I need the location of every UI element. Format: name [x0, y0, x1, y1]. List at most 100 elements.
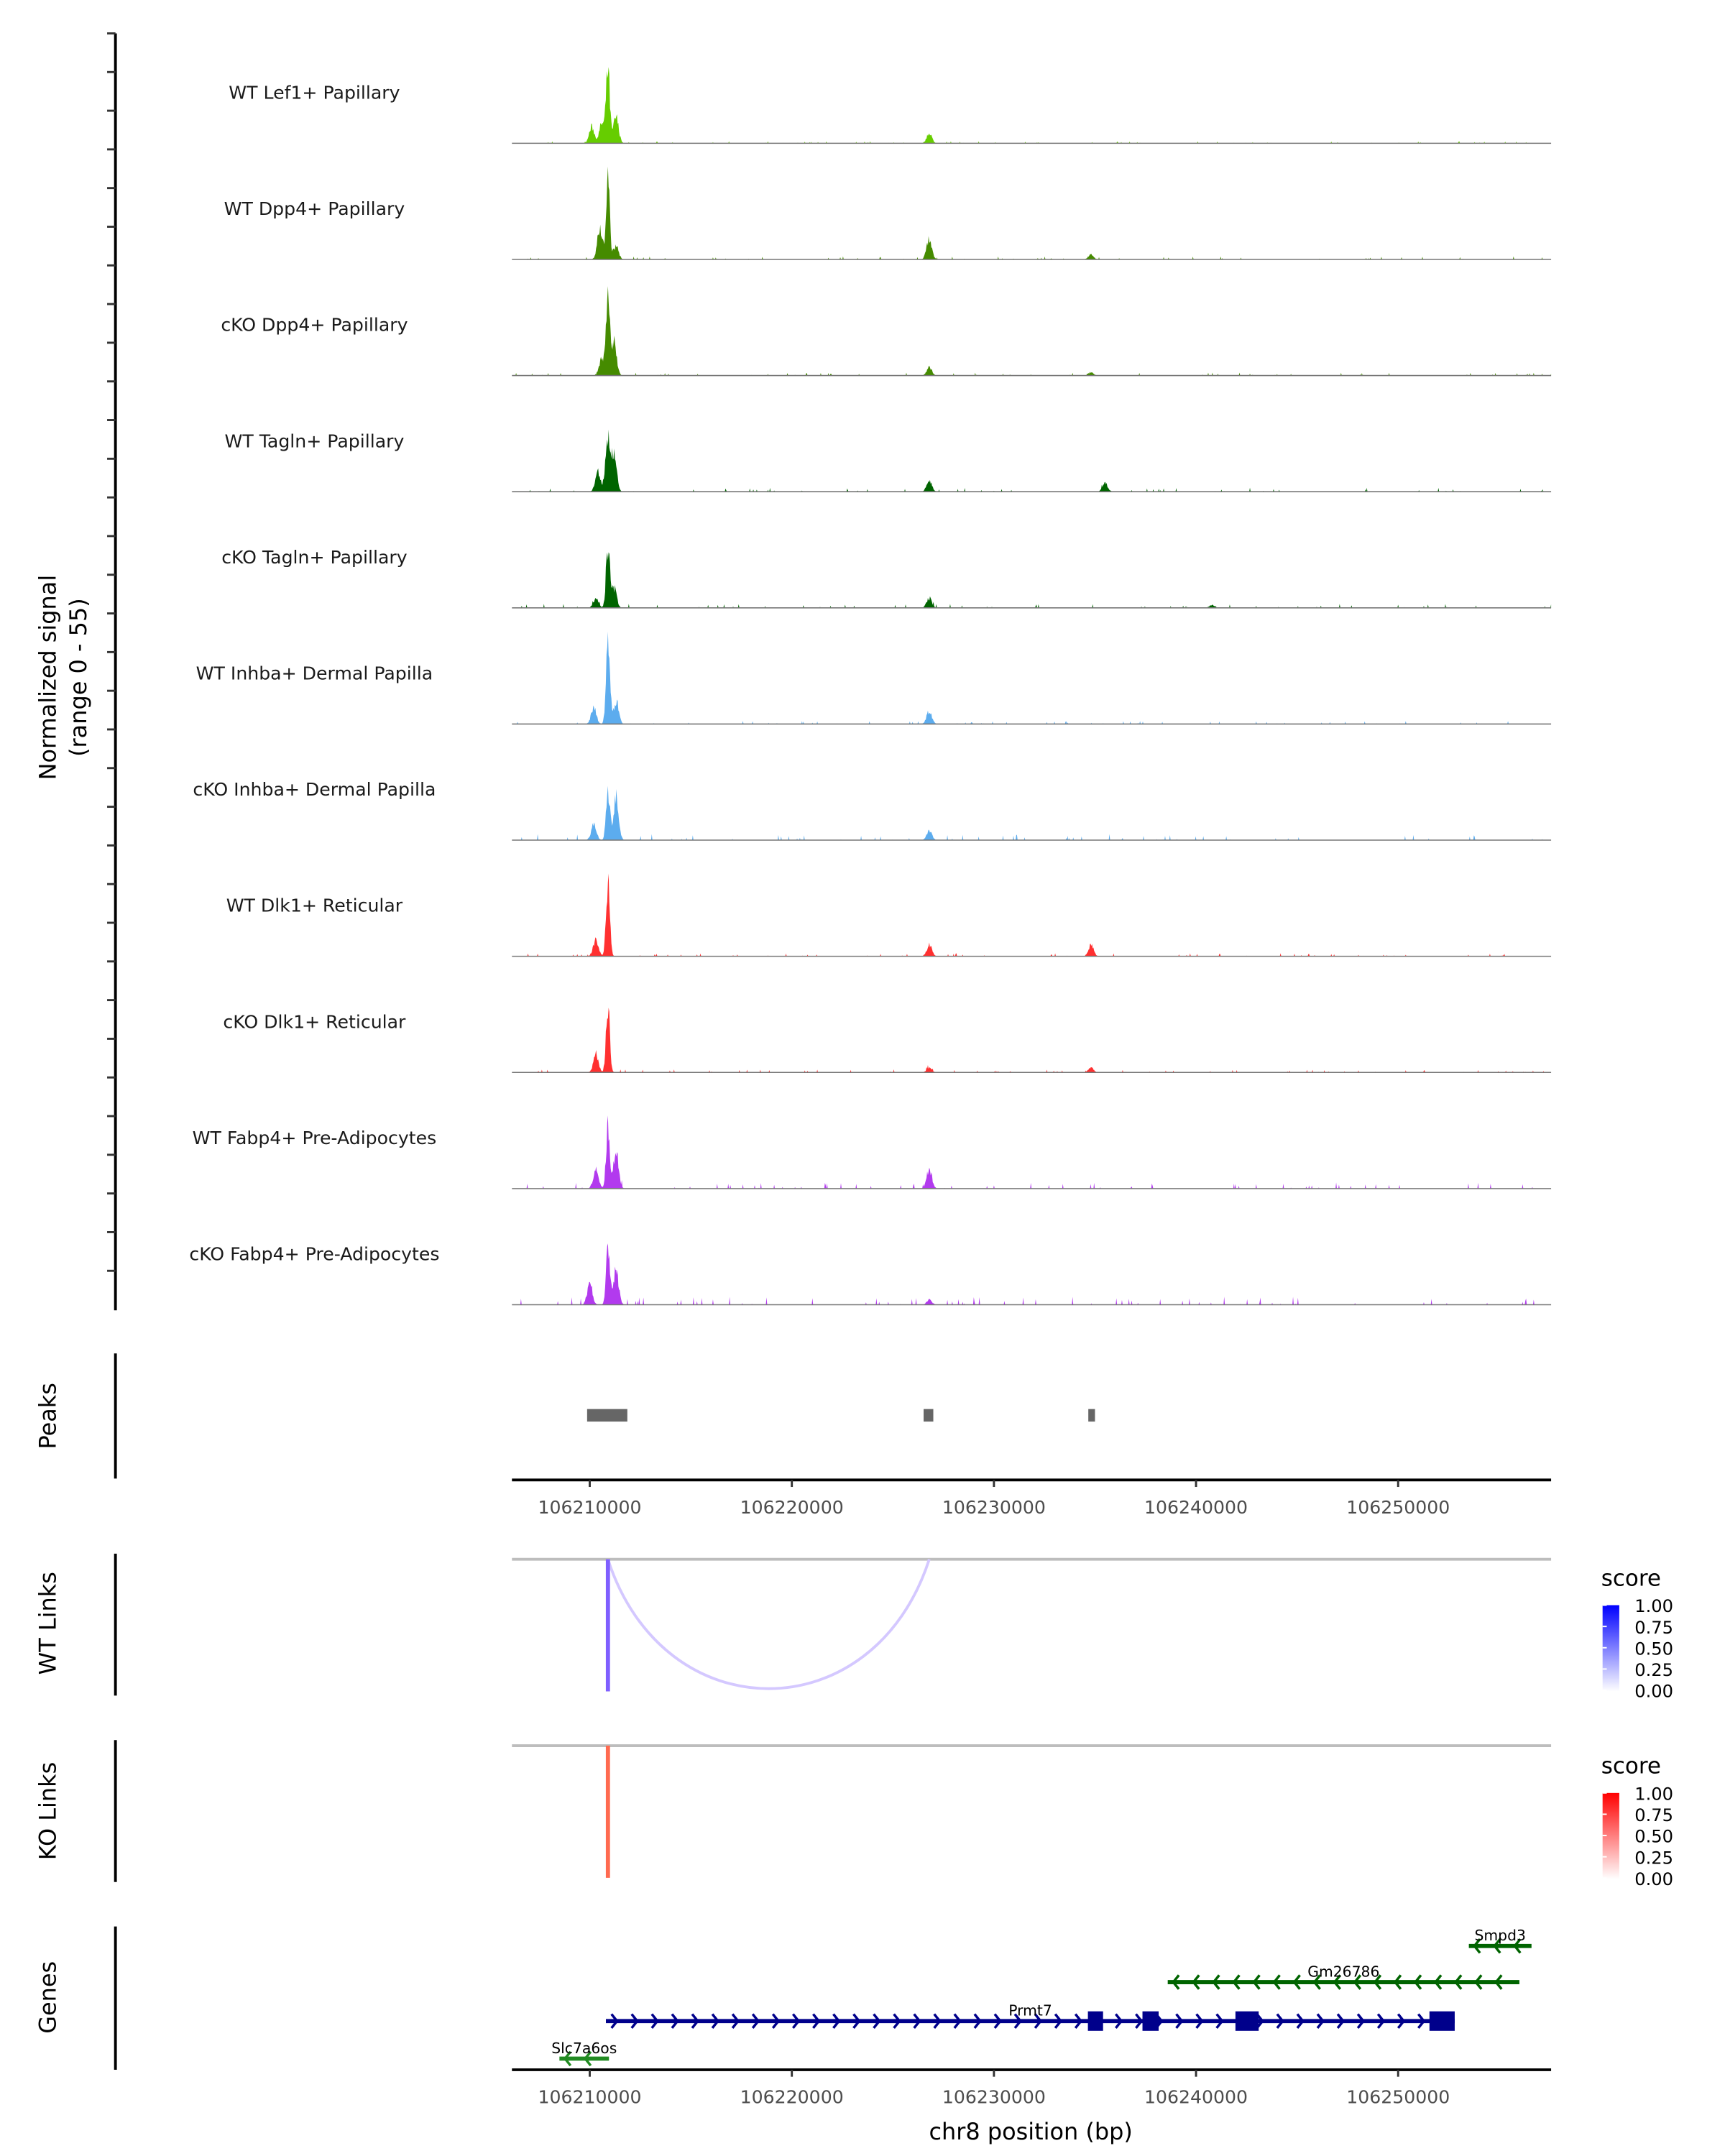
track-5: WT Inhba+ Dermal Papilla: [196, 631, 1552, 725]
legend-tick-label: 0.00: [1634, 1869, 1673, 1889]
strand-arrow-icon: [610, 2013, 619, 2030]
strand-arrow-icon: [1312, 1974, 1321, 1990]
strand-arrow-icon: [1212, 1974, 1220, 1990]
x-axis-ticks-upper: 106210000 106220000 106230000 106240000 1062…: [538, 1480, 1450, 1518]
legend-tick-label: 0.75: [1634, 1805, 1673, 1825]
strand-arrow-icon: [1272, 1974, 1281, 1990]
track-label: cKO Dlk1+ Reticular: [223, 1011, 406, 1032]
track-4: cKO Tagln+ Papillary: [221, 547, 1552, 609]
x-tick-label-lower: 106240000: [1144, 2086, 1248, 2107]
legend-tick-label: 1.00: [1634, 1596, 1673, 1616]
track-3: WT Tagln+ Papillary: [224, 429, 1552, 492]
legend-tick-label: 0.50: [1634, 1827, 1673, 1847]
strand-arrow-icon: [1336, 2013, 1346, 2030]
signal-area: [512, 429, 1552, 492]
strand-arrow-icon: [1393, 1974, 1402, 1990]
strand-arrow-icon: [1417, 2013, 1426, 2030]
gene-slc7a6os: Slc7a6os: [551, 2040, 617, 2067]
strand-arrow-icon: [1195, 2013, 1204, 2030]
strand-arrow-icon: [630, 2013, 639, 2030]
track-1: WT Dpp4+ Papillary: [224, 166, 1552, 260]
track-10: cKO Fabp4+ Pre-Adipocytes: [189, 1243, 1552, 1306]
signal-area: [512, 552, 1552, 608]
gene-exon: [1142, 2011, 1159, 2031]
legend-tick-label: 0.00: [1634, 1682, 1673, 1702]
track-0: WT Lef1+ Papillary: [229, 67, 1552, 144]
strand-arrow-icon: [1494, 1974, 1503, 1990]
track-label: WT Tagln+ Papillary: [224, 430, 404, 451]
x-tick-label-upper: 106230000: [942, 1497, 1046, 1518]
strand-arrow-icon: [1175, 2013, 1184, 2030]
peak-region: [924, 1409, 934, 1422]
signal-area: [512, 1243, 1552, 1305]
x-axis-title: chr8 position (bp): [929, 2118, 1132, 2145]
legend-tick-label: 1.00: [1634, 1784, 1673, 1805]
strand-arrow-icon: [1434, 1974, 1443, 1990]
score-legends: score1.000.750.500.250.00score1.000.750.…: [1601, 1565, 1673, 1889]
strand-arrow-icon: [852, 2013, 861, 2030]
gene-label: Prmt7: [1008, 2002, 1052, 2019]
signal-area: [512, 166, 1552, 259]
strand-arrow-icon: [711, 2013, 720, 2030]
gene-prmt7: Prmt7: [606, 2002, 1455, 2031]
y-axis-title-line1: Normalized signal: [34, 575, 61, 780]
strand-arrow-icon: [973, 2013, 982, 2030]
legend-1: score 1.000.750.500.250.00: [1601, 1754, 1673, 1889]
gene-exon: [1087, 2011, 1103, 2031]
strand-arrow-icon: [1356, 2013, 1366, 2030]
track-2: cKO Dpp4+ Papillary: [221, 286, 1552, 377]
wt-links-track: [605, 1559, 931, 1692]
strand-arrow-icon: [873, 2013, 881, 2030]
strand-arrow-icon: [1276, 2013, 1284, 2030]
x-tick-label-upper: 106210000: [538, 1497, 641, 1518]
strand-arrow-icon: [1397, 2013, 1406, 2030]
strand-arrow-icon: [1454, 1974, 1463, 1990]
gene-exon: [1429, 2011, 1455, 2031]
strand-arrow-icon: [1054, 2013, 1063, 2030]
strand-arrow-icon: [1376, 2013, 1386, 2030]
track-label: cKO Dpp4+ Papillary: [221, 315, 408, 336]
track-label: WT Dlk1+ Reticular: [226, 895, 403, 916]
peak-region: [1088, 1409, 1095, 1422]
peaks-track: [586, 1409, 1095, 1422]
strand-arrow-icon: [1473, 1938, 1481, 1954]
signal-area: [512, 1115, 1552, 1189]
legend-tick-label: 0.75: [1634, 1618, 1673, 1638]
strand-arrow-icon: [1474, 1974, 1483, 1990]
strand-arrow-icon: [1114, 2013, 1123, 2030]
ko-links-title: KO Links: [34, 1762, 61, 1860]
y-axis-title-line2: (range 0 - 55): [65, 598, 92, 757]
peaks-track-title: Peaks: [34, 1383, 61, 1449]
strand-arrow-icon: [1252, 1974, 1261, 1990]
strand-arrow-icon: [1513, 1938, 1522, 1954]
legend-tick-label: 0.25: [1634, 1660, 1673, 1680]
track-9: WT Fabp4+ Pre-Adipocytes: [193, 1115, 1552, 1189]
strand-arrow-icon: [1296, 2013, 1305, 2030]
strand-arrow-icon: [832, 2013, 841, 2030]
gene-gm26786: Gm26786: [1167, 1963, 1519, 1990]
gene-label: Slc7a6os: [551, 2040, 617, 2057]
strand-arrow-icon: [1215, 2013, 1224, 2030]
strand-arrow-icon: [1034, 2013, 1043, 2030]
strand-arrow-icon: [583, 2050, 592, 2067]
track-label: WT Lef1+ Papillary: [229, 82, 400, 103]
link-arc: [606, 1559, 931, 1690]
gene-exon: [1235, 2011, 1259, 2031]
gene-label: Smpd3: [1475, 1927, 1526, 1944]
strand-arrow-icon: [1373, 1974, 1382, 1990]
strand-arrow-icon: [893, 2013, 901, 2030]
strand-arrow-icon: [1333, 1974, 1342, 1990]
strand-arrow-icon: [751, 2013, 760, 2030]
signal-tracks: WT Lef1+ Papillary WT Dpp4+ Papillary cKO …: [189, 67, 1552, 1306]
strand-arrow-icon: [933, 2013, 942, 2030]
signal-area: [512, 631, 1552, 724]
strand-arrow-icon: [563, 2050, 572, 2067]
legend-tick-label: 0.50: [1634, 1639, 1673, 1659]
gene-label: Gm26786: [1307, 1963, 1379, 1980]
strand-arrow-icon: [1256, 2013, 1264, 2030]
strand-arrow-icon: [1135, 2013, 1144, 2030]
legend-title: score: [1601, 1565, 1661, 1591]
strand-arrow-icon: [1353, 1974, 1362, 1990]
strand-arrow-icon: [913, 2013, 921, 2030]
